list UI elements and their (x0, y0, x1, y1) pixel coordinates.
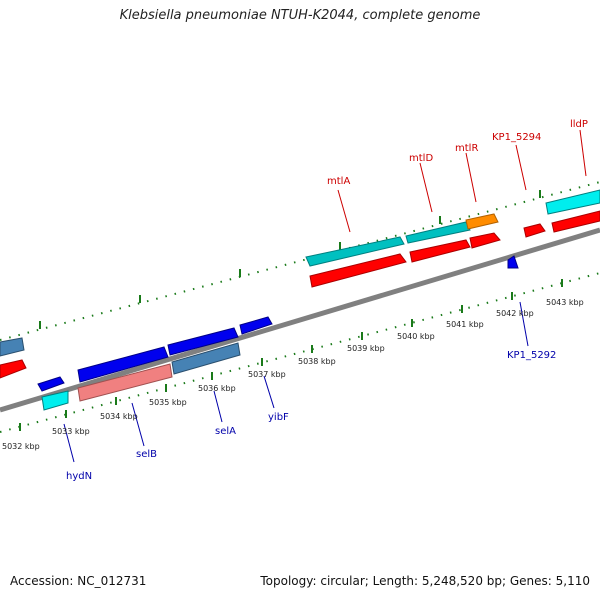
label-connectors (63, 129, 587, 463)
gene-features-bottom[interactable] (37, 316, 273, 411)
gene-mtlR-red (469, 232, 501, 249)
scale-label: 5032 kbp (2, 442, 40, 451)
accession-text: Accession: NC_012731 (10, 574, 147, 588)
topology-text: Topology: circular; Length: 5,248,520 bp… (260, 574, 590, 588)
gene-selB-salmon (77, 363, 173, 402)
gene-mtlR-orange (465, 213, 499, 230)
gene-KP1_5294-red (523, 223, 546, 238)
gene-mtlD-cyan (405, 221, 471, 244)
gene-label-KP1_5294: KP1_5294 (492, 132, 541, 143)
scale-label: 5041 kbp (446, 320, 484, 329)
gene-features-top[interactable] (0, 189, 600, 379)
gene-left-red (0, 359, 27, 379)
gene-label-selB: selB (136, 449, 157, 460)
gene-label-mtlD: mtlD (409, 153, 433, 164)
gene-hydN-cyan (41, 390, 69, 411)
gene-hydN-blue (37, 376, 65, 392)
scale-labels: 5032 kbp 5033 kbp 5034 kbp 5035 kbp 5036… (2, 298, 584, 451)
gene-lldP-cyan (545, 189, 600, 215)
gene-lldP-red (551, 210, 600, 233)
upper-tick-track (0, 181, 600, 341)
gene-yibF-blue (239, 316, 273, 335)
scale-label: 5037 kbp (248, 370, 286, 379)
gene-label-lldP: lldP (570, 119, 588, 130)
gene-selB-blue (77, 346, 169, 383)
scale-label: 5043 kbp (546, 298, 584, 307)
scale-label: 5035 kbp (149, 398, 187, 407)
gene-label-mtlR: mtlR (455, 143, 478, 154)
gene-label-hydN: hydN (66, 471, 92, 482)
scale-label: 5034 kbp (100, 412, 138, 421)
gene-mtlA-cyan (305, 236, 405, 267)
scale-label: 5036 kbp (198, 384, 236, 393)
gene-left-steel (0, 337, 25, 357)
gene-KP1_5292-blue (507, 255, 519, 269)
scale-label: 5033 kbp (52, 427, 90, 436)
scale-label: 5038 kbp (298, 357, 336, 366)
map-title: Klebsiella pneumoniae NTUH-K2044, comple… (119, 8, 481, 23)
scale-label: 5042 kbp (496, 309, 534, 318)
gene-labels-top[interactable]: mtlA mtlD mtlR KP1_5294 lldP (327, 119, 588, 187)
gene-selA-blue (167, 327, 239, 356)
gene-label-mtlA: mtlA (327, 176, 350, 187)
gene-label-selA: selA (215, 426, 236, 437)
gene-label-yibF: yibF (268, 412, 289, 423)
gene-mtlD-red (409, 239, 471, 263)
gene-label-KP1_5292: KP1_5292 (507, 350, 556, 361)
gene-mtlA-red (309, 253, 407, 288)
scale-label: 5040 kbp (397, 332, 435, 341)
gene-selA-steel (171, 342, 241, 375)
lower-tick-track (0, 272, 600, 433)
genome-backbone (0, 227, 600, 413)
scale-label: 5039 kbp (347, 344, 385, 353)
gene-labels-bottom[interactable]: hydN selB selA yibF KP1_5292 (66, 350, 556, 482)
